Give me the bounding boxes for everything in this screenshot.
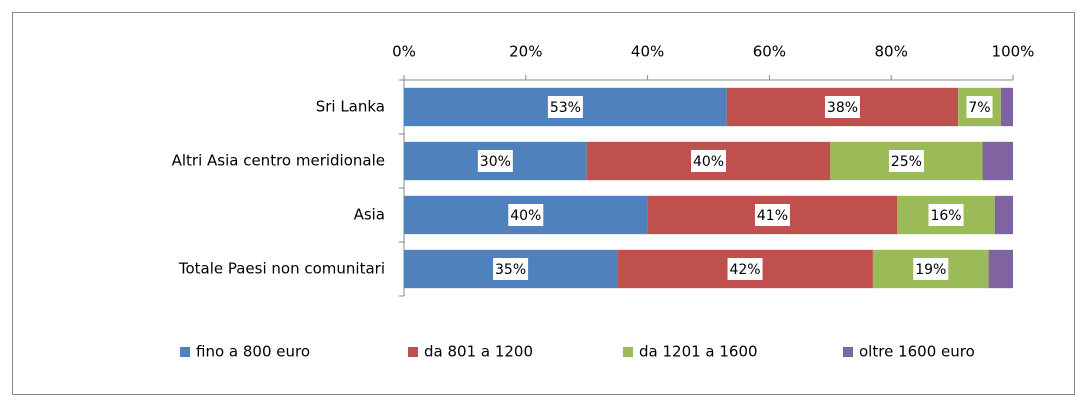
bar-segment xyxy=(994,195,1013,235)
data-label-box xyxy=(691,150,726,172)
legend-swatch xyxy=(180,347,190,357)
y-tick-label: Altri Asia centro meridionale xyxy=(172,152,385,170)
legend-label: da 1201 a 1600 xyxy=(639,343,758,361)
data-label: 40% xyxy=(693,154,724,170)
data-label: 38% xyxy=(827,100,858,116)
y-tick-label: Asia xyxy=(354,206,385,224)
data-label: 19% xyxy=(915,262,946,278)
legend-label: oltre 1600 euro xyxy=(859,343,975,361)
bar-segment xyxy=(982,141,1013,181)
x-tick-label: 80% xyxy=(875,43,908,61)
data-label-box xyxy=(928,204,964,226)
legend-label: da 801 a 1200 xyxy=(424,343,533,361)
data-label: 35% xyxy=(495,262,526,278)
x-tick-label: 20% xyxy=(509,43,542,61)
data-label: 30% xyxy=(480,154,511,170)
x-tick-label: 0% xyxy=(392,43,416,61)
data-label-box xyxy=(477,150,513,172)
legend-swatch xyxy=(843,347,853,357)
data-label-box xyxy=(913,258,949,280)
data-label-box xyxy=(754,204,790,226)
data-label: 41% xyxy=(757,208,788,224)
data-label: 7% xyxy=(968,100,990,116)
x-tick-label: 100% xyxy=(992,43,1035,61)
data-label-box xyxy=(727,258,763,280)
data-label: 53% xyxy=(550,100,581,116)
data-label-box xyxy=(508,204,544,226)
data-label-box xyxy=(547,96,583,118)
x-tick-label: 60% xyxy=(753,43,786,61)
data-label-box xyxy=(824,96,860,118)
data-label: 40% xyxy=(510,208,541,224)
y-tick-label: Sri Lanka xyxy=(316,98,385,116)
y-tick-label: Totale Paesi non comunitari xyxy=(178,260,385,278)
data-label: 16% xyxy=(930,208,961,224)
legend-swatch xyxy=(623,347,633,357)
x-tick-label: 40% xyxy=(631,43,664,61)
legend-swatch xyxy=(408,347,418,357)
data-label: 42% xyxy=(729,262,760,278)
bar-segment xyxy=(988,249,1013,289)
legend-label: fino a 800 euro xyxy=(196,343,310,361)
data-label-box xyxy=(966,96,993,118)
data-label-box xyxy=(493,258,529,280)
bar-segment xyxy=(1000,87,1013,127)
data-label: 25% xyxy=(891,154,922,170)
data-label-box xyxy=(888,150,924,172)
